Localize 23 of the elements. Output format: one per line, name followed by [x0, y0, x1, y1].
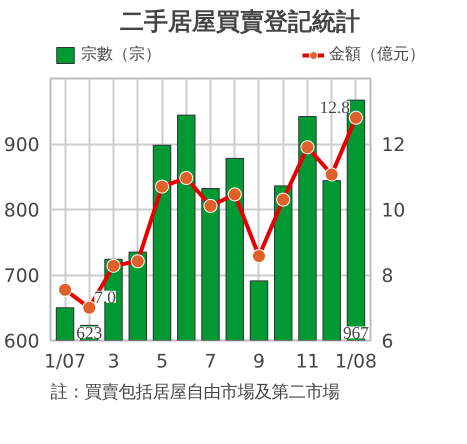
x-tick-label: 7 [204, 352, 216, 372]
y2-tick-label: 6 [382, 332, 394, 352]
y2-tick-label: 10 [382, 200, 406, 222]
data-label: 7.0 [94, 288, 116, 307]
x-tick-label: 3 [108, 352, 120, 372]
y-tick-label: 600 [4, 332, 40, 352]
x-tick-label: 9 [253, 352, 265, 372]
legend-label: 宗數（宗） [81, 44, 161, 65]
text: 註：買賣包括居屋自由市場及第二市場 [50, 382, 340, 402]
x-tick-label: 11 [296, 352, 320, 372]
y2-tick-label: 8 [382, 266, 394, 287]
y-tick-label: 700 [4, 266, 40, 287]
data-label: 967 [342, 324, 370, 342]
data-label: 623 [76, 324, 102, 342]
y-tick-label: 800 [4, 200, 40, 222]
chart-title: 二手居屋買賣登記統計 [120, 8, 360, 36]
x-tick-label: 1/08 [335, 352, 377, 372]
y2-tick-label: 12 [382, 135, 406, 156]
data-label: 12.8 [320, 98, 350, 117]
y-tick-label: 900 [4, 135, 40, 156]
x-tick-label: 1/07 [44, 352, 86, 372]
legend-label: 金額（億元） [329, 44, 425, 65]
x-tick-label: 5 [156, 352, 168, 372]
